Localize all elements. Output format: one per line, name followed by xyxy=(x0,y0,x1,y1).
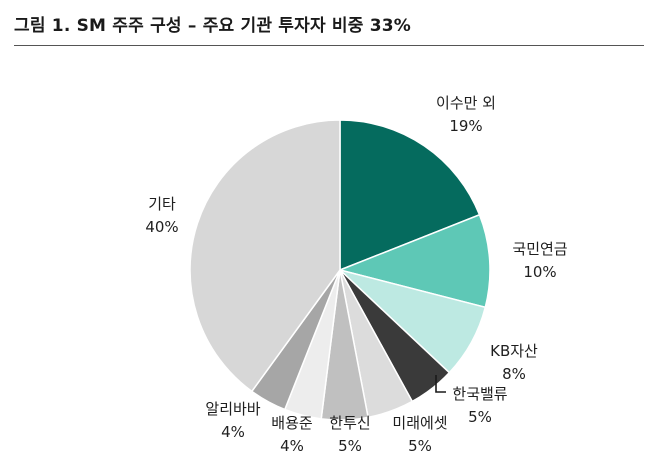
title-divider xyxy=(14,45,644,46)
pie-slice-nps xyxy=(337,213,491,309)
slice-label-text: 한국밸류 xyxy=(452,385,508,403)
leader-line-hankook-value xyxy=(435,375,446,393)
slice-label-text: 이수만 외 xyxy=(436,94,496,112)
slice-label-text: KB자산 xyxy=(490,342,538,360)
slice-value-text: 5% xyxy=(338,437,362,455)
chart-title: 그림 1. SM 주주 구성 – 주요 기관 투자자 비중 33% xyxy=(14,16,412,36)
slice-label-hantusin: 한투신 5% xyxy=(329,412,370,458)
slice-label-text: 기타 xyxy=(148,195,176,213)
slice-value-text: 8% xyxy=(502,365,526,383)
slice-value-text: 40% xyxy=(145,218,179,236)
slice-label-nps: 국민연금 10% xyxy=(512,238,567,284)
slice-label-others: 기타 40% xyxy=(145,193,178,239)
slice-label-text: 한투신 xyxy=(329,414,371,432)
slice-value-text: 4% xyxy=(280,437,304,455)
slice-label-mirae: 미래에셋 5% xyxy=(392,412,447,458)
slice-label-bae-yongjoon: 배용준 4% xyxy=(271,412,312,458)
slice-value-text: 19% xyxy=(449,117,483,135)
slice-label-hankook-value: 한국밸류 5% xyxy=(452,383,507,429)
slice-value-text: 4% xyxy=(221,423,245,441)
slice-value-text: 5% xyxy=(468,408,492,426)
slice-label-text: 국민연금 xyxy=(512,240,568,258)
slice-label-alibaba: 알리바바 4% xyxy=(205,398,260,444)
slice-label-lee-sooman: 이수만 외 19% xyxy=(436,92,496,138)
slice-label-text: 알리바바 xyxy=(205,400,261,418)
slice-value-text: 10% xyxy=(523,263,557,281)
pie-slice-others xyxy=(189,119,341,393)
slice-label-text: 미래에셋 xyxy=(392,414,448,432)
slice-label-kb: KB자산 8% xyxy=(490,340,538,386)
slice-value-text: 5% xyxy=(408,437,432,455)
pie-slice-lee-sooman xyxy=(339,119,481,272)
slice-label-text: 배용준 xyxy=(271,414,313,432)
